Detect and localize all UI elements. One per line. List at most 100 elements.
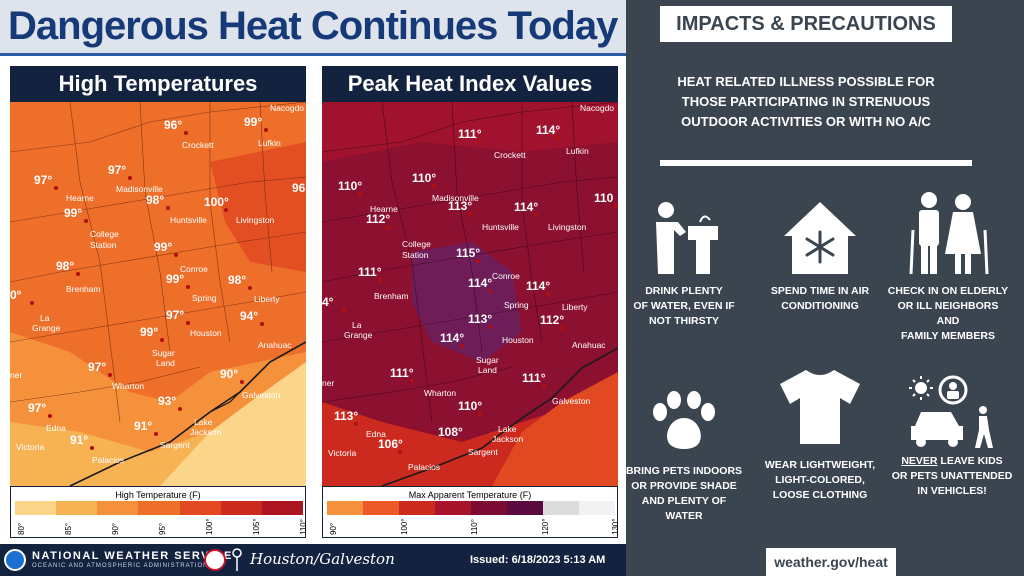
temperature-value: 98° [146,193,164,207]
high-temperatures-panel: High Temperatures [10,66,308,538]
high-temperature-legend: High Temperature (F) 80° 85° 90° 95° 100° 105… [10,486,308,538]
paw-print-icon [653,391,715,449]
temperature-value: 91° [70,433,88,447]
city-label: Conroe [180,264,208,274]
legend-tick: 130° [611,518,620,535]
graphic-left-area: Dangerous Heat Continues Today High Temp… [0,0,626,576]
legend-swatch [179,501,221,515]
tip-line: OR PROVIDE SHADE [631,480,737,492]
tip-line: OR ILL NEIGHBORS AND [897,300,999,327]
station-dot [90,446,94,450]
station-dot [76,272,80,276]
city-label: Liberty [562,302,588,312]
station-dot [534,213,538,217]
never-emphasis: NEVER [901,455,938,467]
temperature-value: 98° [228,273,246,287]
city-label: Madisonville [432,193,479,203]
tip-light-clothing: WEAR LIGHTWEIGHT, LIGHT-COLORED, LOOSE C… [758,366,882,503]
temperature-value: 99° [244,115,262,129]
station-dot [432,184,436,188]
temp-county-lines [10,102,306,423]
station-dot [358,192,362,196]
legend-tick: 95° [158,522,167,535]
city-label: Lake [194,417,213,427]
temperature-value: 94° [240,309,258,323]
station-dot [488,289,492,293]
temperature-value: 114° [514,200,538,214]
legend-tick: 110° [299,519,308,535]
tip-line: OF WATER, EVEN IF [633,300,735,312]
tip-line: WEAR LIGHTWEIGHT, [764,459,876,471]
heat-hot-zone [412,242,522,362]
tip-line: NOT THIRSTY [649,315,719,327]
city-label: Station [402,250,429,260]
legend-title: Max Apparent Temperature (F) [408,490,532,500]
hot-car-icon [909,375,993,448]
city-label: Victoria [328,448,356,458]
intro-line: OUTDOOR ACTIVITIES OR WITH NO A/C [681,114,931,129]
temperature-value: 99° [166,272,184,286]
city-label: Brenham [374,291,409,301]
peak-heat-index-heading: Peak Heat Index Values [322,66,618,102]
temperature-value: 114° [526,279,550,293]
legend-swatch [327,501,363,515]
city-label: Huntsville [170,215,207,225]
city-label: Hearne [370,204,398,214]
legend-tick: 110° [470,519,479,535]
legend-swatch [435,501,471,515]
station-dot [240,380,244,384]
office-name: Houston/Galveston [250,550,395,568]
tip-line: LEAVE KIDS [937,455,1003,467]
page-title: Dangerous Heat Continues Today [8,4,618,48]
station-dot [614,204,618,208]
temperature-value: 4° [322,295,334,309]
city-label: Spring [192,293,217,303]
temperature-value: 91° [134,419,152,433]
peak-heat-index-panel: Peak Heat Index Values [322,66,620,538]
tip-check-elderly: CHECK IN ON ELDERLY OR ILL NEIGHBORS AND… [886,190,1010,344]
city-label: Conroe [492,271,520,281]
temperature-value: 111° [522,371,546,385]
temp-city-labels: Nacogdo Crockett Lufkin Hearne Madisonville H… [10,103,304,465]
station-dot [54,186,58,190]
legend-tick: 100° [205,518,214,535]
temperature-value: 111° [358,265,382,279]
city-label: Crockett [182,140,214,150]
temperature-value: 93° [158,394,176,408]
temperature-value: 100° [204,195,229,209]
station-dot [478,140,482,144]
city-label: Sargent [468,447,498,457]
station-dot [354,422,358,426]
city-label: Palacios [92,455,124,465]
legend-ticks: 80° 85° 90° 95° 100° 105° 110° [15,517,308,537]
temperature-value: 110° [412,171,436,185]
temperature-value: 90° [220,367,238,381]
heat-county-lines [322,102,618,423]
station-dot [84,219,88,223]
legend-swatch [97,501,139,515]
temperature-value: 113° [468,312,492,326]
temperature-value: 114° [468,276,492,290]
station-dot [166,206,170,210]
temperature-value: 110° [338,179,362,193]
city-label: Brenham [66,284,101,294]
agency-name: NATIONAL WEATHER SERVICE [32,550,233,562]
tip-line: FAMILY MEMBERS [901,330,995,342]
tip-drink-water: DRINK PLENTY OF WATER, EVEN IF NOT THIRS… [622,196,746,329]
intro-line: HEAT RELATED ILLNESS POSSIBLE FOR [677,74,935,89]
legend-swatch [471,501,507,515]
city-label: Wharton [112,381,144,391]
station-dot [48,414,52,418]
tip-label: NEVER LEAVE KIDS OR PETS UNATTENDED IN V… [890,454,1014,499]
tip-line: CHECK IN ON ELDERLY [887,285,1009,297]
station-dot [546,292,550,296]
legend-tick: 90° [329,522,338,535]
legend-swatch [220,501,262,515]
temp-gulf-zone [160,362,306,486]
city-label: Lake [498,424,517,434]
legend-tick: 120° [540,518,550,535]
high-temperatures-heading: High Temperatures [10,66,306,102]
website-box: weather.gov/heat [766,548,896,576]
heat-city-labels: Nacogdo Crockett Lufkin Hearne Madisonville H… [322,103,614,472]
website-link[interactable]: weather.gov/heat [774,554,888,570]
